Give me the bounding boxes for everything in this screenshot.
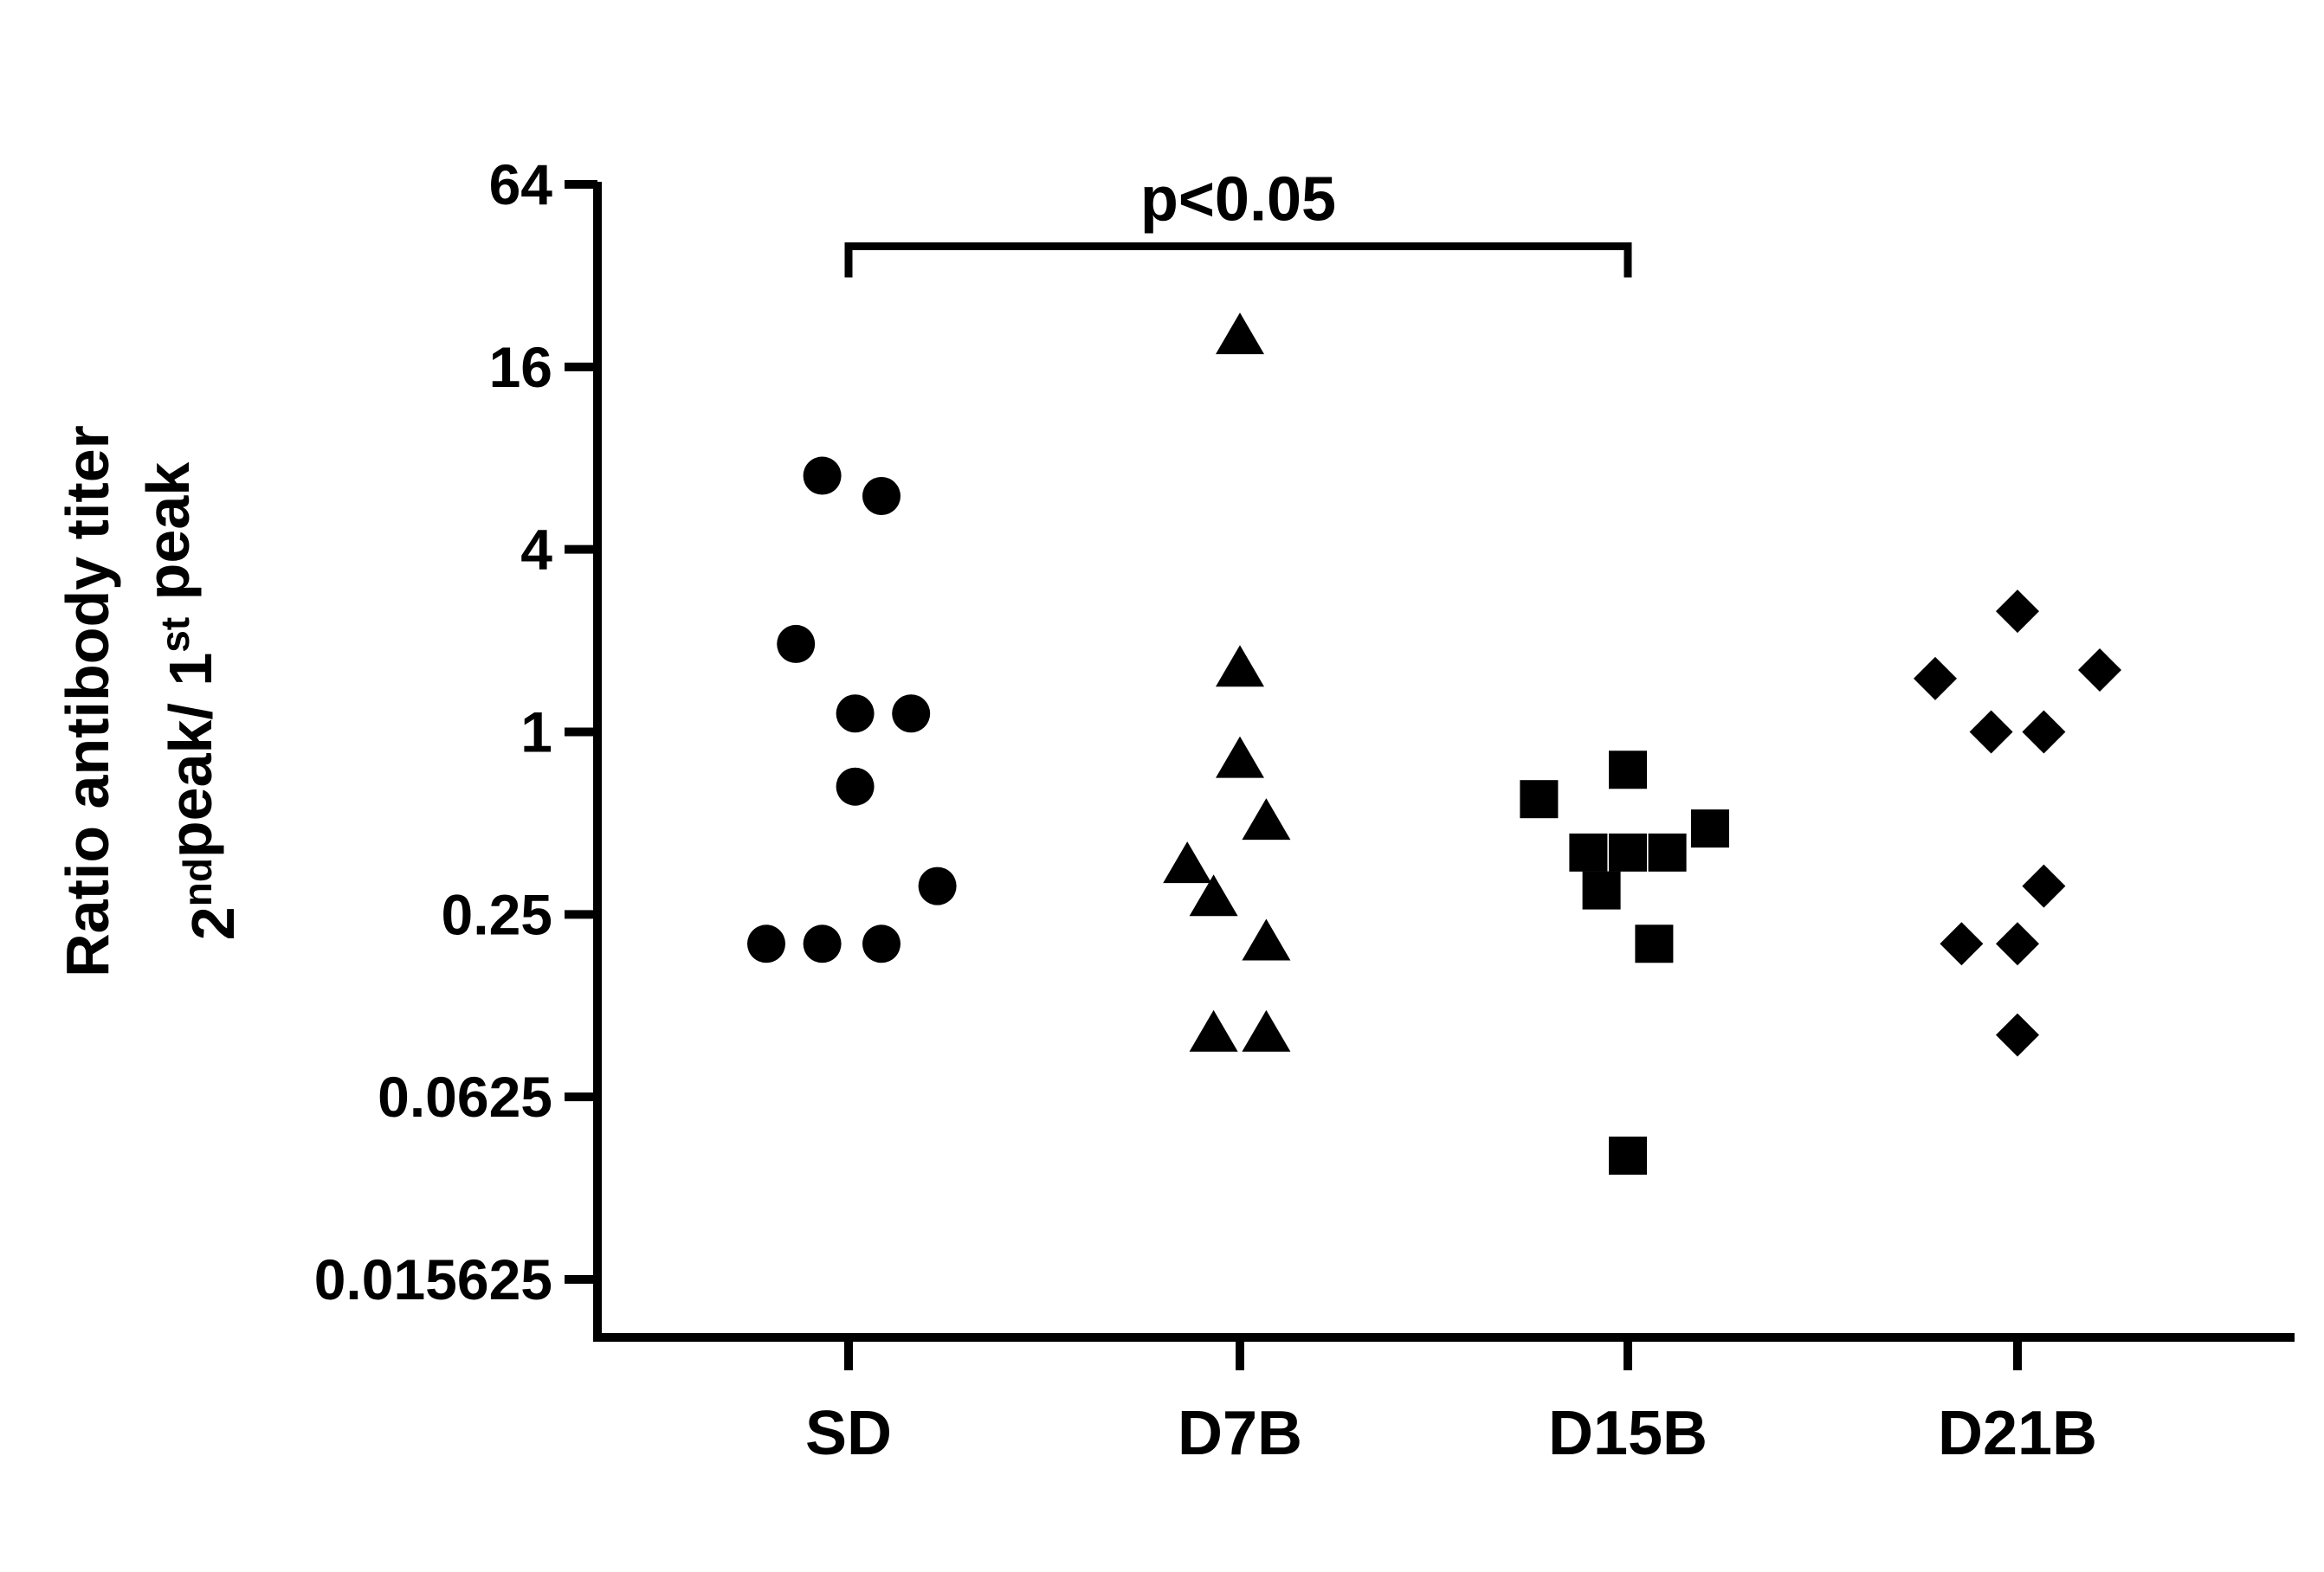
x-tick-label-d7b: D7B xyxy=(1178,1399,1302,1468)
d21b-diamond-point xyxy=(2022,710,2066,754)
d15b-square-point xyxy=(1648,833,1687,872)
significance-bracket xyxy=(844,242,1632,278)
y-tick-label: 4 xyxy=(520,518,552,582)
d21b-diamond-point xyxy=(1996,1013,2039,1057)
significance-annotation: p<0.05 xyxy=(844,164,1632,278)
d15b-square-point xyxy=(1691,809,1729,848)
y-axis-label-text: 2 xyxy=(179,906,247,940)
d7b-triangle-point xyxy=(1216,312,1264,355)
y-tick-label: 0.015625 xyxy=(314,1247,552,1311)
d15b-square-point xyxy=(1569,833,1608,872)
d21b-diamond-point xyxy=(1969,710,2013,754)
d7b-triangle-point xyxy=(1189,874,1238,917)
sd-circle-point xyxy=(803,925,842,963)
sd-circle-point xyxy=(803,456,842,495)
y-axis-label-superscript: nd xyxy=(175,858,220,906)
d21b-diamond-point xyxy=(1914,656,1957,700)
y-axis-label-line1: Ratio antibody titer xyxy=(54,425,121,977)
y-axis-label-text: peak xyxy=(134,462,202,617)
d15b-square-point xyxy=(1520,780,1559,819)
y-tick-label: 0.25 xyxy=(442,882,552,946)
sd-circle-point xyxy=(862,925,901,963)
sd-circle-point xyxy=(862,477,901,516)
y-axis-label-line2: 2ndpeak/ 1st peak xyxy=(134,462,247,941)
d15b-square-point xyxy=(1635,925,1674,963)
d7b-triangle-point xyxy=(1216,736,1264,778)
x-tick-label-d21b: D21B xyxy=(1938,1399,2097,1468)
y-tick-label: 16 xyxy=(489,335,552,399)
y-tick-label: 0.0625 xyxy=(378,1065,552,1129)
d15b-square-point xyxy=(1609,1137,1647,1176)
x-tick-label-d15b: D15B xyxy=(1548,1399,1707,1468)
d15b-square-point xyxy=(1582,871,1621,910)
significance-label: p<0.05 xyxy=(1140,164,1336,234)
y-axis-label-text: peak/ 1 xyxy=(157,653,224,858)
y-axis-label-superscript: st xyxy=(152,617,197,653)
data-points xyxy=(747,312,2121,1176)
sd-circle-point xyxy=(836,767,875,806)
d21b-diamond-point xyxy=(2022,864,2066,908)
d21b-diamond-point xyxy=(1996,922,2039,966)
d7b-triangle-point xyxy=(1163,841,1212,884)
d7b-triangle-point xyxy=(1242,798,1291,841)
y-tick-label: 64 xyxy=(489,152,553,216)
y-tick-label: 1 xyxy=(520,700,552,764)
d15b-square-point xyxy=(1609,833,1647,872)
x-tick-label-sd: SD xyxy=(805,1399,892,1468)
sd-circle-point xyxy=(777,624,816,663)
d7b-triangle-point xyxy=(1242,1009,1291,1052)
d21b-diamond-point xyxy=(2078,648,2121,693)
d7b-triangle-point xyxy=(1189,1009,1238,1052)
d7b-triangle-point xyxy=(1216,645,1264,687)
sd-circle-point xyxy=(747,925,785,963)
sd-circle-point xyxy=(836,694,875,733)
sd-circle-point xyxy=(918,867,957,905)
d15b-square-point xyxy=(1609,751,1647,789)
d7b-triangle-point xyxy=(1242,918,1291,961)
sd-circle-point xyxy=(892,694,931,733)
y-axis: 64 16 4 1 0.25 0.0625 0.015625 xyxy=(314,152,602,1341)
d21b-diamond-point xyxy=(1996,590,2039,634)
d21b-diamond-point xyxy=(1940,922,1984,966)
x-axis: SD D7B D15B D21B xyxy=(593,1333,2295,1468)
